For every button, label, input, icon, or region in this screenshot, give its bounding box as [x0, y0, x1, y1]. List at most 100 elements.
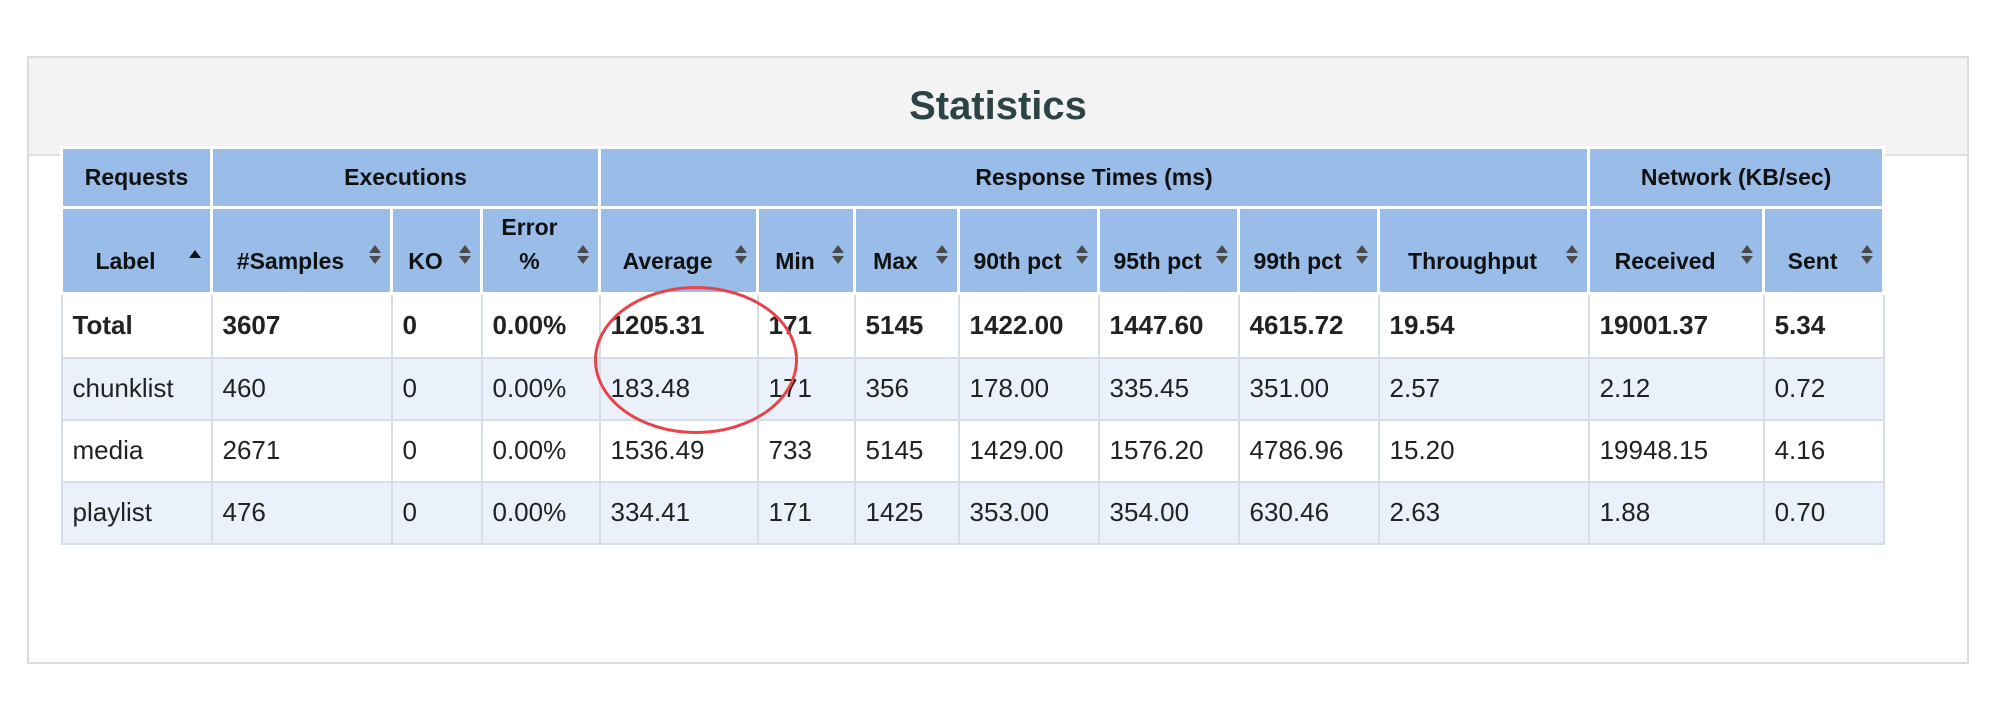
table-row: media 2671 0 0.00% 1536.49 733 5145 1429.00 1576… [60, 418, 1885, 483]
column-header-90th-pct[interactable]: 90th pct [957, 206, 1101, 295]
sort-icon[interactable] [1076, 245, 1089, 267]
sort-icon[interactable] [832, 245, 845, 267]
cell-max: 356 [853, 356, 960, 421]
column-header-label: Average [622, 248, 713, 274]
column-header-label: Min [775, 248, 815, 274]
cell-95th-pct: 1576.20 [1097, 418, 1240, 483]
column-header-max[interactable]: Max [853, 206, 961, 295]
cell-99th-pct: 4786.96 [1237, 418, 1380, 483]
column-header-samples[interactable]: #Samples [210, 206, 393, 295]
cell-throughput: 2.63 [1377, 480, 1590, 545]
sort-icon[interactable] [1741, 245, 1754, 267]
cell-error: 0.00% [480, 418, 601, 483]
sort-icon[interactable] [1356, 245, 1369, 267]
column-header-95th-pct[interactable]: 95th pct [1097, 206, 1241, 295]
cell-min: 171 [756, 356, 856, 421]
table-body: Total 3607 0 0.00% 1205.31 171 5145 1422.00 1447… [60, 292, 1885, 545]
cell-ko: 0 [390, 480, 483, 545]
sort-ascending-icon[interactable] [189, 245, 201, 267]
cell-samples: 460 [210, 356, 393, 421]
column-header-label: 99th pct [1253, 248, 1342, 274]
panel-title: Statistics [909, 84, 1087, 128]
cell-throughput: 2.57 [1377, 356, 1590, 421]
column-header-label: Received [1614, 248, 1716, 274]
cell-ko: 0 [390, 356, 483, 421]
column-header-label: KO [408, 248, 443, 274]
cell-average: 1536.49 [598, 418, 759, 483]
column-header-average[interactable]: Average [598, 206, 760, 295]
cell-99th-pct: 630.46 [1237, 480, 1380, 545]
group-header-requests: Requests [60, 146, 213, 209]
sort-icon[interactable] [369, 245, 381, 267]
sort-icon[interactable] [1216, 245, 1229, 267]
column-header-label: Max [873, 248, 918, 274]
cell-received: 19001.37 [1587, 292, 1765, 359]
total-row: Total 3607 0 0.00% 1205.31 171 5145 1422.00 1447… [60, 292, 1885, 359]
group-header-executions: Executions [209, 146, 602, 209]
cell-90th-pct: 1422.00 [957, 292, 1100, 359]
cell-99th-pct: 4615.72 [1237, 292, 1380, 359]
cell-samples: 2671 [210, 418, 393, 483]
cell-sent: 5.34 [1762, 292, 1885, 359]
cell-label: media [60, 418, 213, 483]
cell-sent: 0.70 [1762, 480, 1885, 545]
column-header-99th-pct[interactable]: 99th pct [1237, 206, 1381, 295]
column-header-ko[interactable]: KO [390, 206, 483, 295]
cell-average: 1205.31 [598, 292, 759, 359]
group-header-network-kb-sec: Network (KB/sec) [1587, 146, 1886, 209]
cell-throughput: 15.20 [1377, 418, 1590, 483]
statistics-table: Requests Executions Response Times (ms) Net… [60, 146, 1886, 545]
column-header-label: Label [95, 248, 156, 274]
cell-label: Total [60, 292, 213, 359]
table-row: playlist 476 0 0.00% 334.41 171 1425 353.00 354.… [60, 480, 1885, 545]
column-header-label: #Samples [236, 248, 345, 274]
cell-label: chunklist [60, 356, 213, 421]
cell-min: 171 [756, 292, 856, 359]
cell-received: 1.88 [1587, 480, 1765, 545]
cell-min: 733 [756, 418, 856, 483]
cell-95th-pct: 1447.60 [1097, 292, 1240, 359]
sort-icon[interactable] [735, 245, 748, 267]
panel-header: Statistics [29, 58, 1967, 156]
column-header-label: 90th pct [973, 248, 1062, 274]
column-header-label: Throughput [1408, 248, 1538, 274]
column-header-received[interactable]: Received [1587, 206, 1766, 295]
cell-error: 0.00% [480, 356, 601, 421]
cell-sent: 0.72 [1762, 356, 1885, 421]
cell-samples: 476 [210, 480, 393, 545]
column-header-label: Sent [1787, 248, 1838, 274]
cell-max: 5145 [853, 292, 960, 359]
cell-average: 334.41 [598, 480, 759, 545]
group-header-row: Requests Executions Response Times (ms) Net… [60, 146, 1886, 209]
cell-received: 2.12 [1587, 356, 1765, 421]
cell-throughput: 19.54 [1377, 292, 1590, 359]
cell-min: 171 [756, 480, 856, 545]
cell-received: 19948.15 [1587, 418, 1765, 483]
group-header-response-times-ms: Response Times (ms) [598, 146, 1591, 209]
table-row: chunklist 460 0 0.00% 183.48 171 356 178.00 335.… [60, 356, 1885, 421]
column-header-label[interactable]: Label [60, 206, 213, 295]
cell-average: 183.48 [598, 356, 759, 421]
column-header-sent[interactable]: Sent [1762, 206, 1886, 295]
column-header-row: Label #Samples KO Error % Average Min Max 90th … [60, 206, 1886, 295]
cell-sent: 4.16 [1762, 418, 1885, 483]
cell-label: playlist [60, 480, 213, 545]
column-header-label: Error % [501, 214, 558, 274]
sort-icon[interactable] [1861, 245, 1874, 267]
column-header-min[interactable]: Min [756, 206, 857, 295]
cell-samples: 3607 [210, 292, 393, 359]
cell-error: 0.00% [480, 480, 601, 545]
sort-icon[interactable] [459, 245, 471, 267]
cell-99th-pct: 351.00 [1237, 356, 1380, 421]
sort-icon[interactable] [577, 245, 590, 267]
cell-90th-pct: 353.00 [957, 480, 1100, 545]
sort-icon[interactable] [936, 245, 949, 267]
cell-90th-pct: 178.00 [957, 356, 1100, 421]
cell-max: 5145 [853, 418, 960, 483]
sort-icon[interactable] [1566, 245, 1579, 267]
cell-90th-pct: 1429.00 [957, 418, 1100, 483]
cell-ko: 0 [390, 292, 483, 359]
column-header-label: 95th pct [1113, 248, 1202, 274]
column-header-error[interactable]: Error % [479, 206, 602, 295]
column-header-throughput[interactable]: Throughput [1377, 206, 1591, 295]
